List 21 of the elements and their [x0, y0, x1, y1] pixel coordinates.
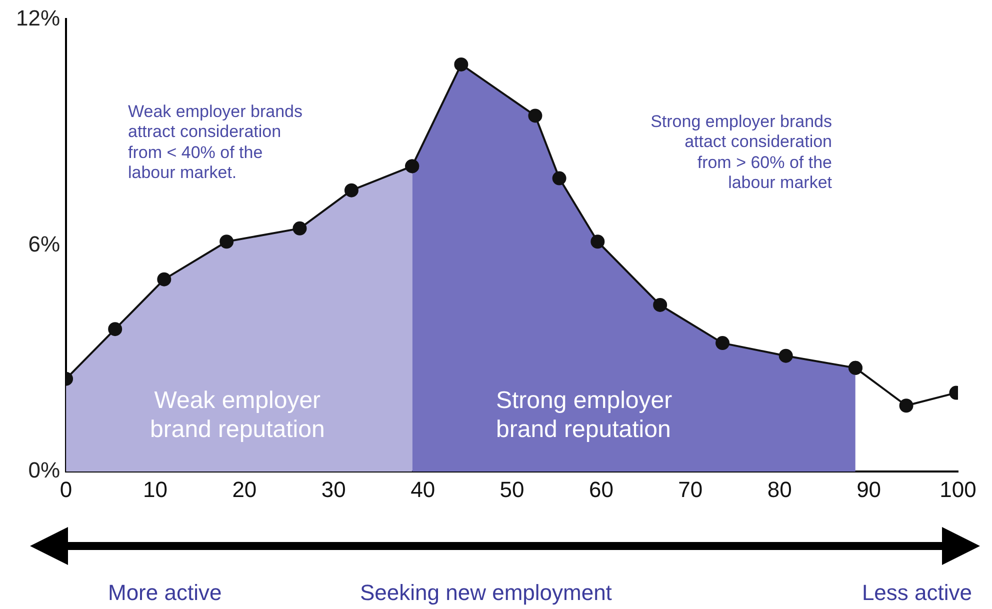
x-tick-label: 100 — [940, 476, 976, 502]
x-tick-label: 80 — [767, 476, 792, 502]
annotation: Strong employer brands attact consideration from > 60% of the labour market — [650, 112, 832, 194]
x-tick-label: 40 — [410, 476, 436, 502]
x-tick-label: 30 — [321, 476, 346, 502]
y-tick-label: 6% — [28, 231, 60, 256]
x-tick-label: 20 — [232, 476, 257, 502]
annotation: Strong employer brand reputation — [496, 387, 672, 445]
x-tick-label: 60 — [588, 476, 614, 502]
x-tick-label: 0 — [60, 476, 72, 502]
x-tick-label: 90 — [856, 476, 882, 502]
x-tick-label: 50 — [500, 476, 524, 502]
x-tick-label: 70 — [678, 476, 703, 502]
text: Less active — [862, 580, 972, 606]
annotation: Weak employer brands attract consideration from < 40% of the labour market. — [128, 102, 302, 184]
text: More active — [108, 580, 222, 606]
annotation: Weak employer brand reputation — [150, 387, 325, 445]
y-tick-label: 0% — [28, 458, 60, 483]
x-tick-label: 10 — [142, 476, 168, 502]
text: Seeking new employment — [360, 580, 612, 606]
y-tick-label: 12% — [16, 5, 60, 30]
